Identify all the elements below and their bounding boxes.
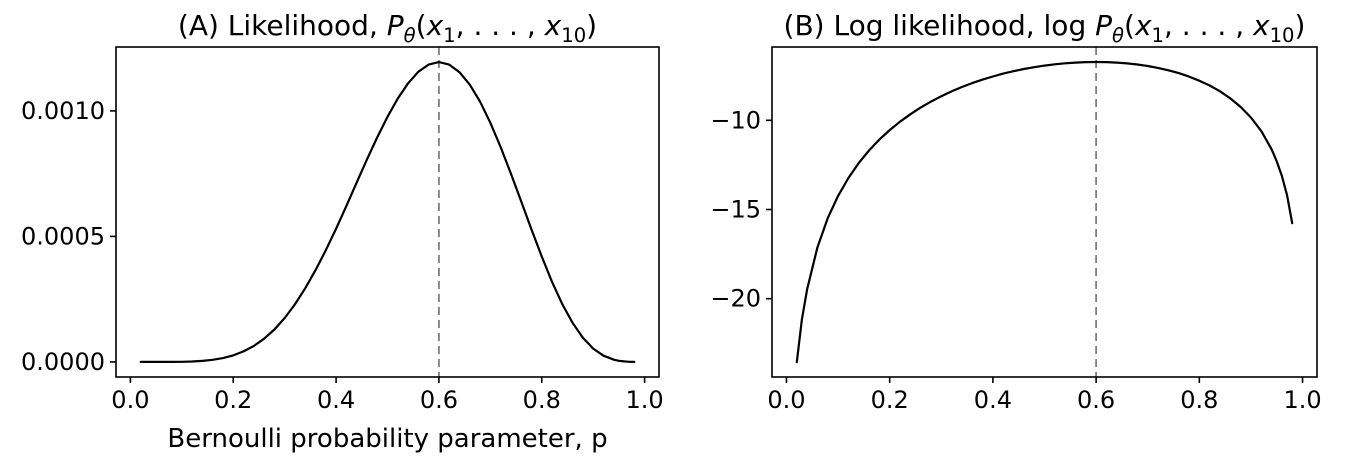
x-tick-label: 1.0 [626,386,664,414]
log-likelihood-curve [795,60,1294,364]
subplot-title: (B) Log likelihood, log Pθ(x1, . . . , x… [784,9,1306,47]
x-tick-label: 0.4 [317,386,355,414]
x-tick-label: 0.8 [1180,386,1218,414]
x-tick-label: 0.6 [420,386,458,414]
x-tick-label: 0.2 [214,386,252,414]
axes-frame [771,46,1318,378]
y-tick-label: −20 [710,285,761,313]
x-axis-label: Bernoulli probability parameter, p [167,424,607,454]
x-tick-label: 0.0 [767,386,805,414]
subplot-B: 0.0 0.2 0.4 0.6 0.8 1.0 −10 −15 −20 (B) Log likel… [710,9,1321,414]
x-tick-label: 0.0 [111,386,149,414]
axes-frame [115,46,660,378]
subplot-A: 0.0 0.2 0.4 0.6 0.8 1.0 0.0000 0.0005 0.0010 (A) … [21,9,664,454]
y-tick-label: 0.0000 [21,348,105,376]
y-tick-label: −15 [710,196,761,224]
x-tick-label: 0.2 [871,386,909,414]
x-tick-label: 0.4 [974,386,1012,414]
subplot-title: (A) Likelihood, Pθ(x1, . . . , x10) [178,9,597,47]
y-tick-label: −10 [710,106,761,134]
likelihood-curve [139,60,636,363]
x-tick-label: 0.8 [523,386,561,414]
x-tick-label: 0.6 [1077,386,1115,414]
y-tick-label: 0.0005 [21,222,105,250]
x-tick-label: 1.0 [1283,386,1321,414]
y-tick-label: 0.0010 [21,97,105,125]
